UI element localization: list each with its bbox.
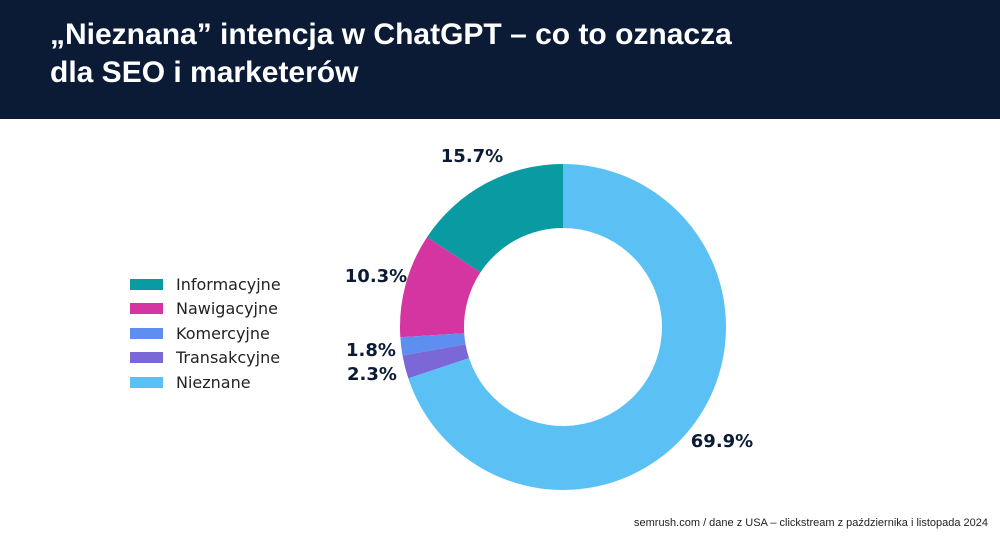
legend-swatch (130, 352, 163, 364)
page-title-line-1: „Nieznana” intencja w ChatGPT – co to oz… (50, 18, 732, 51)
donut-chart: 15.7% 10.3% 1.8% 2.3% 69.9% (345, 146, 753, 491)
legend-label: Komercyjne (176, 323, 270, 343)
donut-slice-transakcyjne (402, 344, 470, 379)
legend-label: Transakcyjne (176, 348, 281, 368)
data-label-transakcyjne: 2.3% (347, 364, 397, 385)
legend-swatch (130, 327, 163, 339)
legend-swatch (130, 278, 163, 290)
data-label-nieznane: 69.9% (691, 431, 753, 452)
data-label-komercyjne: 1.8% (346, 340, 396, 361)
donut-slice-komercyjne (400, 333, 466, 356)
page-title: „Nieznana” intencja w ChatGPT – co to oz… (50, 16, 950, 92)
data-label-informacyjne: 15.7% (441, 146, 503, 167)
header-banner: „Nieznana” intencja w ChatGPT – co to oz… (0, 0, 1000, 119)
legend-item-transakcyjne: Transakcyjne (130, 346, 281, 371)
chart-legend: Informacyjne Nawigacyjne Komercyjne Tran… (130, 272, 281, 395)
data-label-nawigacyjne: 10.3% (345, 266, 407, 287)
legend-label: Nawigacyjne (176, 299, 278, 319)
legend-item-komercyjne: Komercyjne (130, 321, 281, 346)
legend-label: Nieznane (176, 372, 251, 392)
source-note: semrush.com / dane z USA – clickstream z… (634, 517, 988, 529)
legend-item-nieznane: Nieznane (130, 370, 281, 395)
legend-item-informacyjne: Informacyjne (130, 272, 281, 297)
donut-slice-nieznane (408, 164, 727, 491)
donut-slice-nawigacyjne (400, 237, 481, 338)
legend-swatch (130, 376, 163, 388)
legend-label: Informacyjne (176, 274, 281, 294)
donut-slice-informacyjne (427, 164, 563, 273)
legend-item-nawigacyjne: Nawigacyjne (130, 297, 281, 322)
legend-swatch (130, 303, 163, 315)
page-title-line-2: dla SEO i marketerów (50, 56, 359, 89)
